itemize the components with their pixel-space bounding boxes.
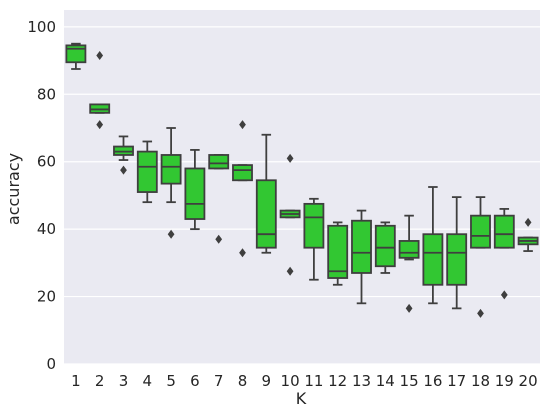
plot-area xyxy=(64,10,540,364)
x-tick-label: 12 xyxy=(328,372,347,390)
box-group xyxy=(422,186,444,305)
box-group xyxy=(446,196,468,310)
box-group xyxy=(493,208,515,300)
box-series xyxy=(65,42,539,318)
x-tick-label: 20 xyxy=(519,372,538,390)
box-iqr xyxy=(446,233,468,286)
y-axis-label: accuracy xyxy=(4,153,23,225)
box-group xyxy=(398,214,420,313)
box-iqr xyxy=(422,233,444,286)
box-iqr xyxy=(470,214,491,249)
y-tick-label: 100 xyxy=(27,18,56,36)
box-group xyxy=(232,120,253,258)
outlier-point xyxy=(500,290,508,300)
x-tick-label: 1 xyxy=(71,372,81,390)
x-tick-label: 9 xyxy=(262,372,272,390)
box-group xyxy=(470,196,491,318)
y-tick-label: 80 xyxy=(37,85,56,103)
y-tick-label: 20 xyxy=(37,288,56,306)
box-group xyxy=(327,221,349,286)
box-group xyxy=(279,153,301,276)
box-iqr xyxy=(160,154,182,185)
box-group xyxy=(374,221,396,274)
x-tick-label: 13 xyxy=(352,372,371,390)
box-group xyxy=(184,149,206,231)
outlier-point xyxy=(286,266,294,276)
outlier-point xyxy=(96,120,104,130)
x-tick-label: 17 xyxy=(447,372,466,390)
box-iqr xyxy=(374,224,396,268)
box-iqr xyxy=(398,240,420,259)
x-axis-label: K xyxy=(296,389,307,408)
box-group xyxy=(303,197,325,281)
x-tick-label: 11 xyxy=(304,372,323,390)
box-group xyxy=(255,133,277,254)
outlier-point xyxy=(120,165,127,175)
box-group xyxy=(89,51,111,130)
y-tick-label: 40 xyxy=(37,220,56,238)
x-tick-label: 18 xyxy=(471,372,490,390)
x-tick-labels: 1 2 3 4 5 6 7 8 9 10 11 12 13 14 15 16 17 18 19 20 xyxy=(71,372,538,390)
x-tick-label: 15 xyxy=(400,372,419,390)
x-tick-label: 4 xyxy=(143,372,153,390)
box-group xyxy=(351,209,372,305)
box-iqr xyxy=(232,164,253,182)
box-iqr xyxy=(208,154,230,170)
x-tick-label: 14 xyxy=(376,372,395,390)
x-tick-label: 7 xyxy=(214,372,224,390)
x-tick-label: 19 xyxy=(495,372,514,390)
y-tick-labels: 0 20 40 60 80 100 xyxy=(27,18,56,373)
box-iqr xyxy=(136,150,158,193)
outlier-point xyxy=(167,229,175,239)
x-tick-label: 10 xyxy=(281,372,300,390)
x-tick-label: 6 xyxy=(190,372,200,390)
box-group xyxy=(517,217,539,252)
box-iqr xyxy=(327,224,349,279)
outlier-point xyxy=(524,217,532,227)
x-tick-label: 3 xyxy=(119,372,129,390)
box-iqr xyxy=(303,202,325,249)
box-group xyxy=(136,140,158,204)
box-iqr xyxy=(493,214,515,249)
box-group xyxy=(160,127,182,239)
box-group xyxy=(65,42,87,70)
x-tick-label: 5 xyxy=(166,372,176,390)
outlier-point xyxy=(239,248,246,258)
box-iqr xyxy=(255,179,277,249)
outlier-point xyxy=(286,153,294,163)
x-tick-label: 2 xyxy=(95,372,105,390)
outlier-point xyxy=(477,308,484,318)
box-group xyxy=(113,135,134,175)
outlier-point xyxy=(405,303,413,313)
box-group xyxy=(208,154,230,244)
x-tick-label: 16 xyxy=(423,372,442,390)
y-tick-label: 60 xyxy=(37,153,56,171)
outlier-point xyxy=(239,120,246,130)
outlier-point xyxy=(215,234,223,244)
outlier-point xyxy=(96,51,104,61)
box-iqr xyxy=(351,219,372,274)
box-iqr xyxy=(184,167,206,220)
x-tick-label: 8 xyxy=(238,372,248,390)
y-tick-label: 0 xyxy=(46,355,56,373)
